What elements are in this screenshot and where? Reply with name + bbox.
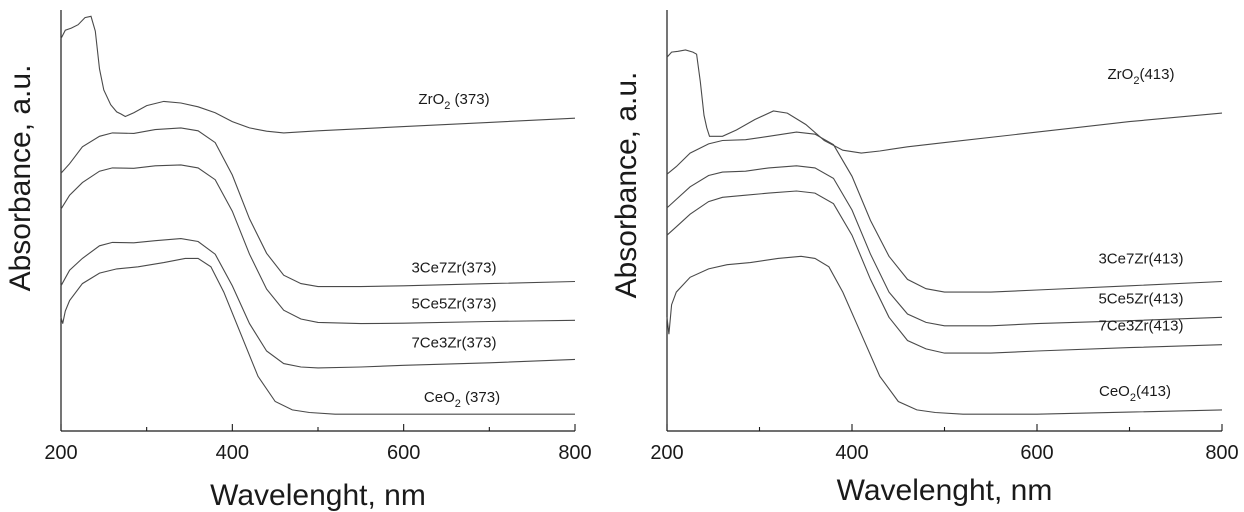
x-tick-label: 600 [1020, 442, 1053, 464]
series-label: 3Ce7Zr(413) [1098, 251, 1183, 268]
series-line [60, 15, 576, 134]
series-line [60, 257, 575, 415]
series-line [666, 165, 1223, 327]
x-tick-label: 200 [44, 442, 77, 464]
x-axis-title: Wavelenght, nm [210, 479, 426, 512]
x-tick-label: 400 [835, 442, 868, 464]
x-tick-label: 400 [216, 442, 249, 464]
series-label: CeO2 (373) [424, 389, 500, 410]
series-line [60, 164, 576, 325]
series-label: 5Ce5Zr(413) [1098, 290, 1183, 307]
series-label: 3Ce7Zr(373) [411, 260, 496, 277]
series-line [666, 255, 1223, 415]
y-axis-title: Absorbance, a.u. [4, 65, 37, 292]
x-tick-label: 200 [650, 442, 683, 464]
series-label: 5Ce5Zr(373) [411, 295, 496, 312]
series-line [666, 49, 1223, 154]
x-axis-title: Wavelenght, nm [837, 474, 1053, 507]
series-line [666, 131, 1223, 293]
x-tick-label: 600 [387, 442, 420, 464]
x-tick-label: 800 [1205, 442, 1238, 464]
series-label: 7Ce3Zr(413) [1098, 318, 1183, 335]
series-label: 7Ce3Zr(373) [411, 334, 496, 351]
x-tick-label: 800 [558, 442, 591, 464]
y-axis-title: Absorbance, a.u. [610, 72, 643, 299]
panel-left: 200 400 600 800 Wavelenght, nm Absorbance, a.… [4, 10, 592, 512]
series-line [60, 127, 576, 288]
panel-right: 200 400 600 800 Wavelenght, nm Absorbance, a.… [610, 10, 1239, 507]
series-label: ZrO2(413) [1108, 66, 1175, 87]
series-label: CeO2(413) [1099, 383, 1171, 404]
series-label: ZrO2 (373) [418, 91, 489, 112]
series-line [60, 238, 576, 369]
series-line [666, 190, 1223, 354]
